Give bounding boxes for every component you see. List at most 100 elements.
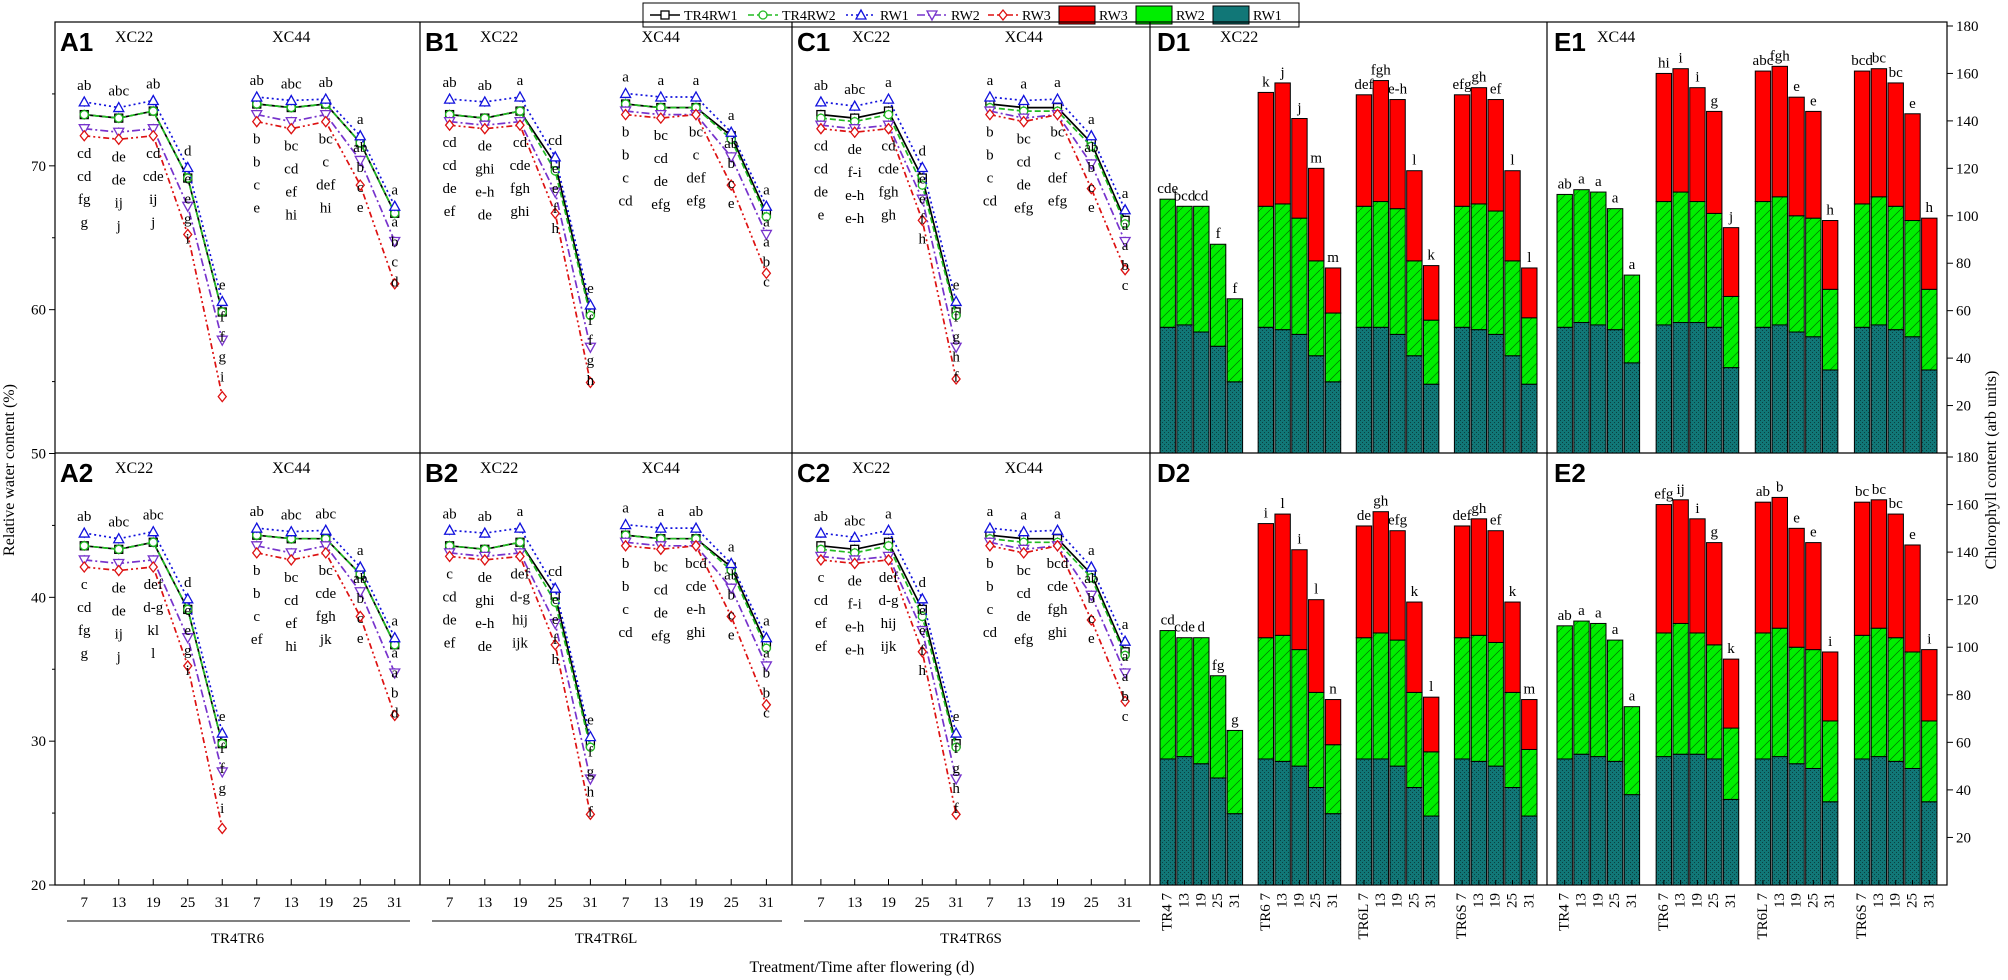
bar-top-label: gh: [1471, 70, 1487, 86]
bar-top-label: de: [1357, 508, 1372, 524]
significance-label: f: [588, 805, 593, 821]
significance-label: bc: [319, 132, 334, 148]
bar-RW1: [1487, 765, 1504, 886]
significance-label: b: [391, 686, 399, 702]
series-line-RW3: [625, 544, 768, 706]
data-point-RW3: [79, 129, 90, 142]
data-point-RW1: [619, 518, 632, 530]
significance-label: c: [1088, 611, 1095, 627]
series-line-RW3: [84, 566, 224, 829]
significance-label: cd: [443, 589, 458, 605]
bar-RW1: [1606, 760, 1624, 886]
significance-label: b: [1121, 258, 1129, 274]
bar-x-tick-label: 13: [1871, 893, 1887, 908]
right-y-tick-label: 40: [1956, 351, 1971, 367]
significance-label: g: [952, 329, 960, 345]
significance-label: de: [443, 181, 458, 197]
x-tick-label: 25: [915, 895, 930, 911]
data-point-RW2: [216, 335, 229, 347]
bar-RW3: [1904, 544, 1921, 653]
bar-RW1: [1159, 326, 1176, 454]
bar-RW1: [1805, 767, 1822, 886]
bar-RW1: [1226, 813, 1244, 886]
bar-RW2: [1257, 637, 1275, 760]
significance-label: a: [1020, 508, 1027, 524]
significance-label: fgh: [316, 609, 336, 625]
bar-RW3: [1521, 267, 1538, 319]
significance-label: bc: [284, 570, 299, 586]
series-line-RW3: [256, 120, 396, 285]
data-point-TR4RW2: [951, 310, 961, 321]
bar-x-tick-label: 13: [1772, 893, 1788, 908]
significance-label: e: [728, 196, 735, 212]
bar-x-tick-label: 19: [1888, 893, 1904, 908]
significance-label: bcd: [685, 556, 707, 572]
significance-label: c: [763, 274, 770, 290]
x-tick-label: 13: [284, 895, 299, 911]
bar-RW1: [1573, 322, 1590, 454]
data-point-RW2: [949, 774, 963, 786]
series-line-RW1: [256, 96, 396, 207]
significance-label: abc: [108, 515, 129, 531]
data-point-RW1: [549, 150, 562, 162]
bar-RW1: [1324, 813, 1342, 886]
data-point-RW2: [147, 124, 160, 136]
cultivar-label: XC44: [272, 460, 310, 477]
bar-top-label: i: [1695, 501, 1699, 517]
legend-item-RW2: RW2: [917, 9, 980, 24]
bar-RW2: [1887, 205, 1904, 331]
significance-label: de: [1017, 178, 1032, 194]
significance-label: de: [112, 149, 127, 165]
bar-RW2: [1470, 203, 1488, 331]
series-line-TR4RW2: [449, 541, 592, 748]
bar-top-label: gh: [1471, 501, 1487, 517]
significance-label: a: [1020, 77, 1027, 93]
data-point-RW1: [689, 521, 703, 533]
data-point-TR4RW2: [114, 544, 124, 554]
bar-RW2: [1672, 191, 1689, 324]
significance-label: cd: [443, 135, 458, 151]
significance-label: b: [253, 132, 261, 148]
significance-label: d: [184, 575, 192, 591]
significance-label: b: [391, 234, 399, 250]
data-point-RW3: [849, 557, 860, 570]
data-point-RW2: [725, 583, 738, 595]
cultivar-label: XC44: [642, 29, 680, 46]
data-point-RW2: [1118, 668, 1132, 680]
bar-x-tick-label: 31: [1921, 893, 1937, 908]
bar-RW2: [1209, 675, 1227, 779]
significance-label: ab: [814, 78, 828, 94]
right-y-tick-label: 100: [1956, 640, 1979, 656]
bar-RW2: [1372, 632, 1389, 760]
significance-label: ef: [444, 204, 456, 220]
bar-x-tick-label: TR6L 7: [1755, 893, 1771, 940]
data-point-TR4RW2: [148, 106, 158, 116]
significance-label: ef: [815, 639, 827, 655]
data-point-RW2: [181, 201, 194, 213]
data-point-RW3: [286, 553, 297, 566]
significance-label: g: [184, 643, 192, 659]
bar-RW1: [1556, 326, 1573, 454]
data-point-RW3: [182, 659, 193, 672]
legend-label: RW1: [1253, 9, 1282, 24]
right-y-tick-label: 140: [1956, 114, 1979, 130]
significance-label: g: [587, 765, 595, 781]
data-point-RW3: [113, 564, 124, 577]
significance-label: def: [144, 577, 163, 593]
significance-label: de: [478, 139, 493, 155]
significance-label: fgh: [510, 181, 530, 197]
significance-label: cde: [143, 169, 164, 185]
panel-label: B2: [425, 458, 458, 488]
legend-item-RW2: RW2: [1135, 5, 1205, 25]
bar-RW1: [1308, 355, 1325, 454]
data-point-RW1: [1017, 94, 1030, 106]
data-point-RW1: [388, 631, 401, 643]
data-point-RW1: [250, 90, 263, 102]
significance-label: c: [1088, 180, 1095, 196]
significance-label: b: [986, 579, 994, 595]
data-point-RW2: [216, 767, 229, 779]
significance-label: e: [818, 208, 825, 224]
data-point-RW1: [760, 199, 773, 211]
bar-RW3: [1487, 99, 1504, 212]
data-point-RW1: [112, 101, 125, 113]
